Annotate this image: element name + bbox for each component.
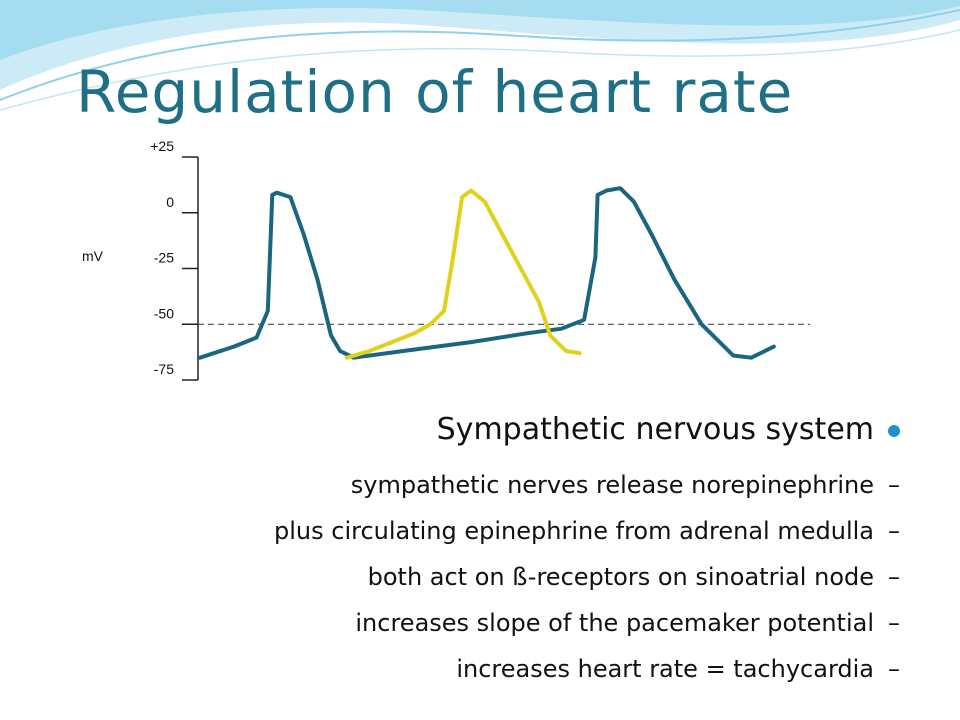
y-tick-label: +25 xyxy=(150,138,174,154)
y-tick-label: -75 xyxy=(154,361,174,377)
dash-marker: – xyxy=(888,471,900,499)
bullet-point: –sympathetic nerves release norepinephri… xyxy=(20,462,900,508)
dash-marker: – xyxy=(888,655,900,683)
bullet-point: –increases slope of the pacemaker potent… xyxy=(20,600,900,646)
series-group xyxy=(198,186,776,360)
potential-trace-sympathetic xyxy=(344,188,582,360)
y-axis: +25 0 -25 -50 -75 xyxy=(150,138,199,381)
wave-line-2 xyxy=(0,29,960,111)
bullet-text: increases heart rate = tachycardia xyxy=(456,655,874,683)
y-axis-label: mV xyxy=(82,248,104,264)
bullet-list: Sympathetic nervous system –sympathetic … xyxy=(20,408,900,692)
bullet-text: increases slope of the pacemaker potenti… xyxy=(355,609,874,637)
y-tick-label: -50 xyxy=(154,305,174,321)
y-tick-label: -25 xyxy=(154,250,174,266)
wave-band-mid xyxy=(0,0,960,60)
bullet-text: sympathetic nerves release norepinephrin… xyxy=(350,471,874,499)
wave-header-decoration xyxy=(0,0,960,111)
potential-trace-normal xyxy=(198,186,776,360)
y-tick-label: 0 xyxy=(166,194,174,210)
bullet-point: –both act on ß-receptors on sinoatrial n… xyxy=(20,554,900,600)
bullet-point: –plus circulating epinephrine from adren… xyxy=(20,508,900,554)
bullet-heading: Sympathetic nervous system xyxy=(20,408,900,452)
bullet-text: both act on ß-receptors on sinoatrial no… xyxy=(367,563,874,591)
dash-marker: – xyxy=(888,609,900,637)
dash-marker: – xyxy=(888,563,900,591)
wave-line-1 xyxy=(0,9,960,101)
slide-title: Regulation of heart rate xyxy=(76,58,794,126)
bullet-dot-icon xyxy=(888,424,900,437)
dash-marker: – xyxy=(888,517,900,545)
bullet-point: –increases heart rate = tachycardia xyxy=(20,646,900,692)
bullet-text: plus circulating epinephrine from adrena… xyxy=(274,517,874,545)
heading-text: Sympathetic nervous system xyxy=(436,412,874,447)
